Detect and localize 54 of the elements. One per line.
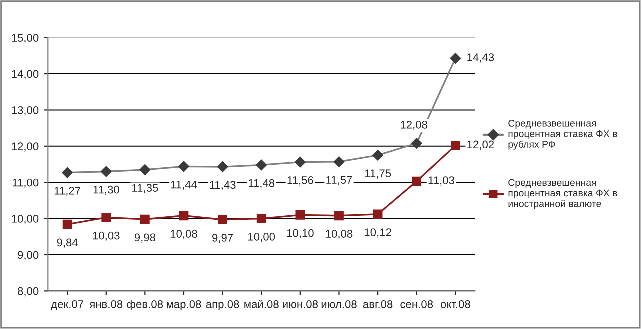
point (179, 211, 189, 221)
data-label: 14,43 (468, 54, 494, 63)
data-label: 11,43 (210, 181, 236, 190)
y-tick-label: 15,00 (12, 34, 39, 44)
x-tick-label: июн.08 (283, 300, 318, 308)
data-label: 11,56 (288, 176, 314, 186)
legend-label: Средневзвешенная процентная ставка ФХ в рублях РФ (508, 120, 618, 150)
data-label: 11,35 (132, 184, 158, 194)
data-label: 9,97 (212, 234, 234, 244)
x-tick-label: сен.08 (400, 300, 434, 308)
x-tick-label: окт.08 (440, 300, 470, 308)
data-label: 10,12 (364, 228, 392, 238)
x-tick-label: фев.08 (127, 300, 164, 311)
y-tick-label: 13,00 (12, 106, 39, 116)
x-tick-label: янв.08 (90, 300, 123, 308)
point (102, 213, 112, 222)
y-tick-label: 12,00 (12, 142, 39, 152)
data-label: 9,84 (57, 238, 78, 248)
data-label: 10,08 (326, 230, 353, 240)
data-label: 10,10 (287, 229, 314, 239)
y-tick-label: 9,00 (18, 251, 39, 260)
x-tick-label: мар.08 (167, 300, 202, 311)
y-tick-label: 8,00 (18, 287, 39, 297)
point (140, 214, 150, 224)
data-label: 11,48 (248, 179, 275, 189)
data-label: 10,00 (248, 232, 276, 242)
data-label: 11,30 (94, 186, 120, 196)
point (334, 211, 344, 221)
legend-label: Средневзвешенная процентная ставка ФХ в иностранной валюте (508, 179, 618, 210)
point (412, 176, 422, 186)
x-tick-label: июл.08 (322, 300, 357, 308)
x-tick-label: авг.08 (363, 300, 393, 308)
data-label: 10,03 (93, 232, 120, 242)
data-label: 10,08 (170, 230, 198, 240)
data-label: 12,02 (468, 140, 494, 150)
point (450, 140, 460, 150)
point (218, 215, 228, 225)
point (296, 210, 306, 220)
data-label: 11,27 (54, 187, 80, 196)
data-label: 11,75 (365, 170, 392, 179)
x-tick-label: апр.08 (206, 300, 240, 311)
point (373, 210, 383, 220)
data-label: 9,98 (134, 234, 156, 243)
data-label: 11,03 (428, 176, 454, 186)
point (256, 214, 266, 224)
x-tick-label: дек.07 (51, 300, 84, 310)
data-label: 12,08 (401, 120, 428, 130)
y-tick-label: 14,00 (12, 70, 39, 80)
x-tick-label: май.08 (244, 300, 279, 308)
point (62, 220, 72, 230)
y-tick-label: 11,00 (12, 178, 39, 188)
data-label: 11,57 (326, 176, 352, 186)
y-tick-label: 10,00 (12, 215, 39, 224)
data-label: 11,44 (171, 180, 198, 190)
